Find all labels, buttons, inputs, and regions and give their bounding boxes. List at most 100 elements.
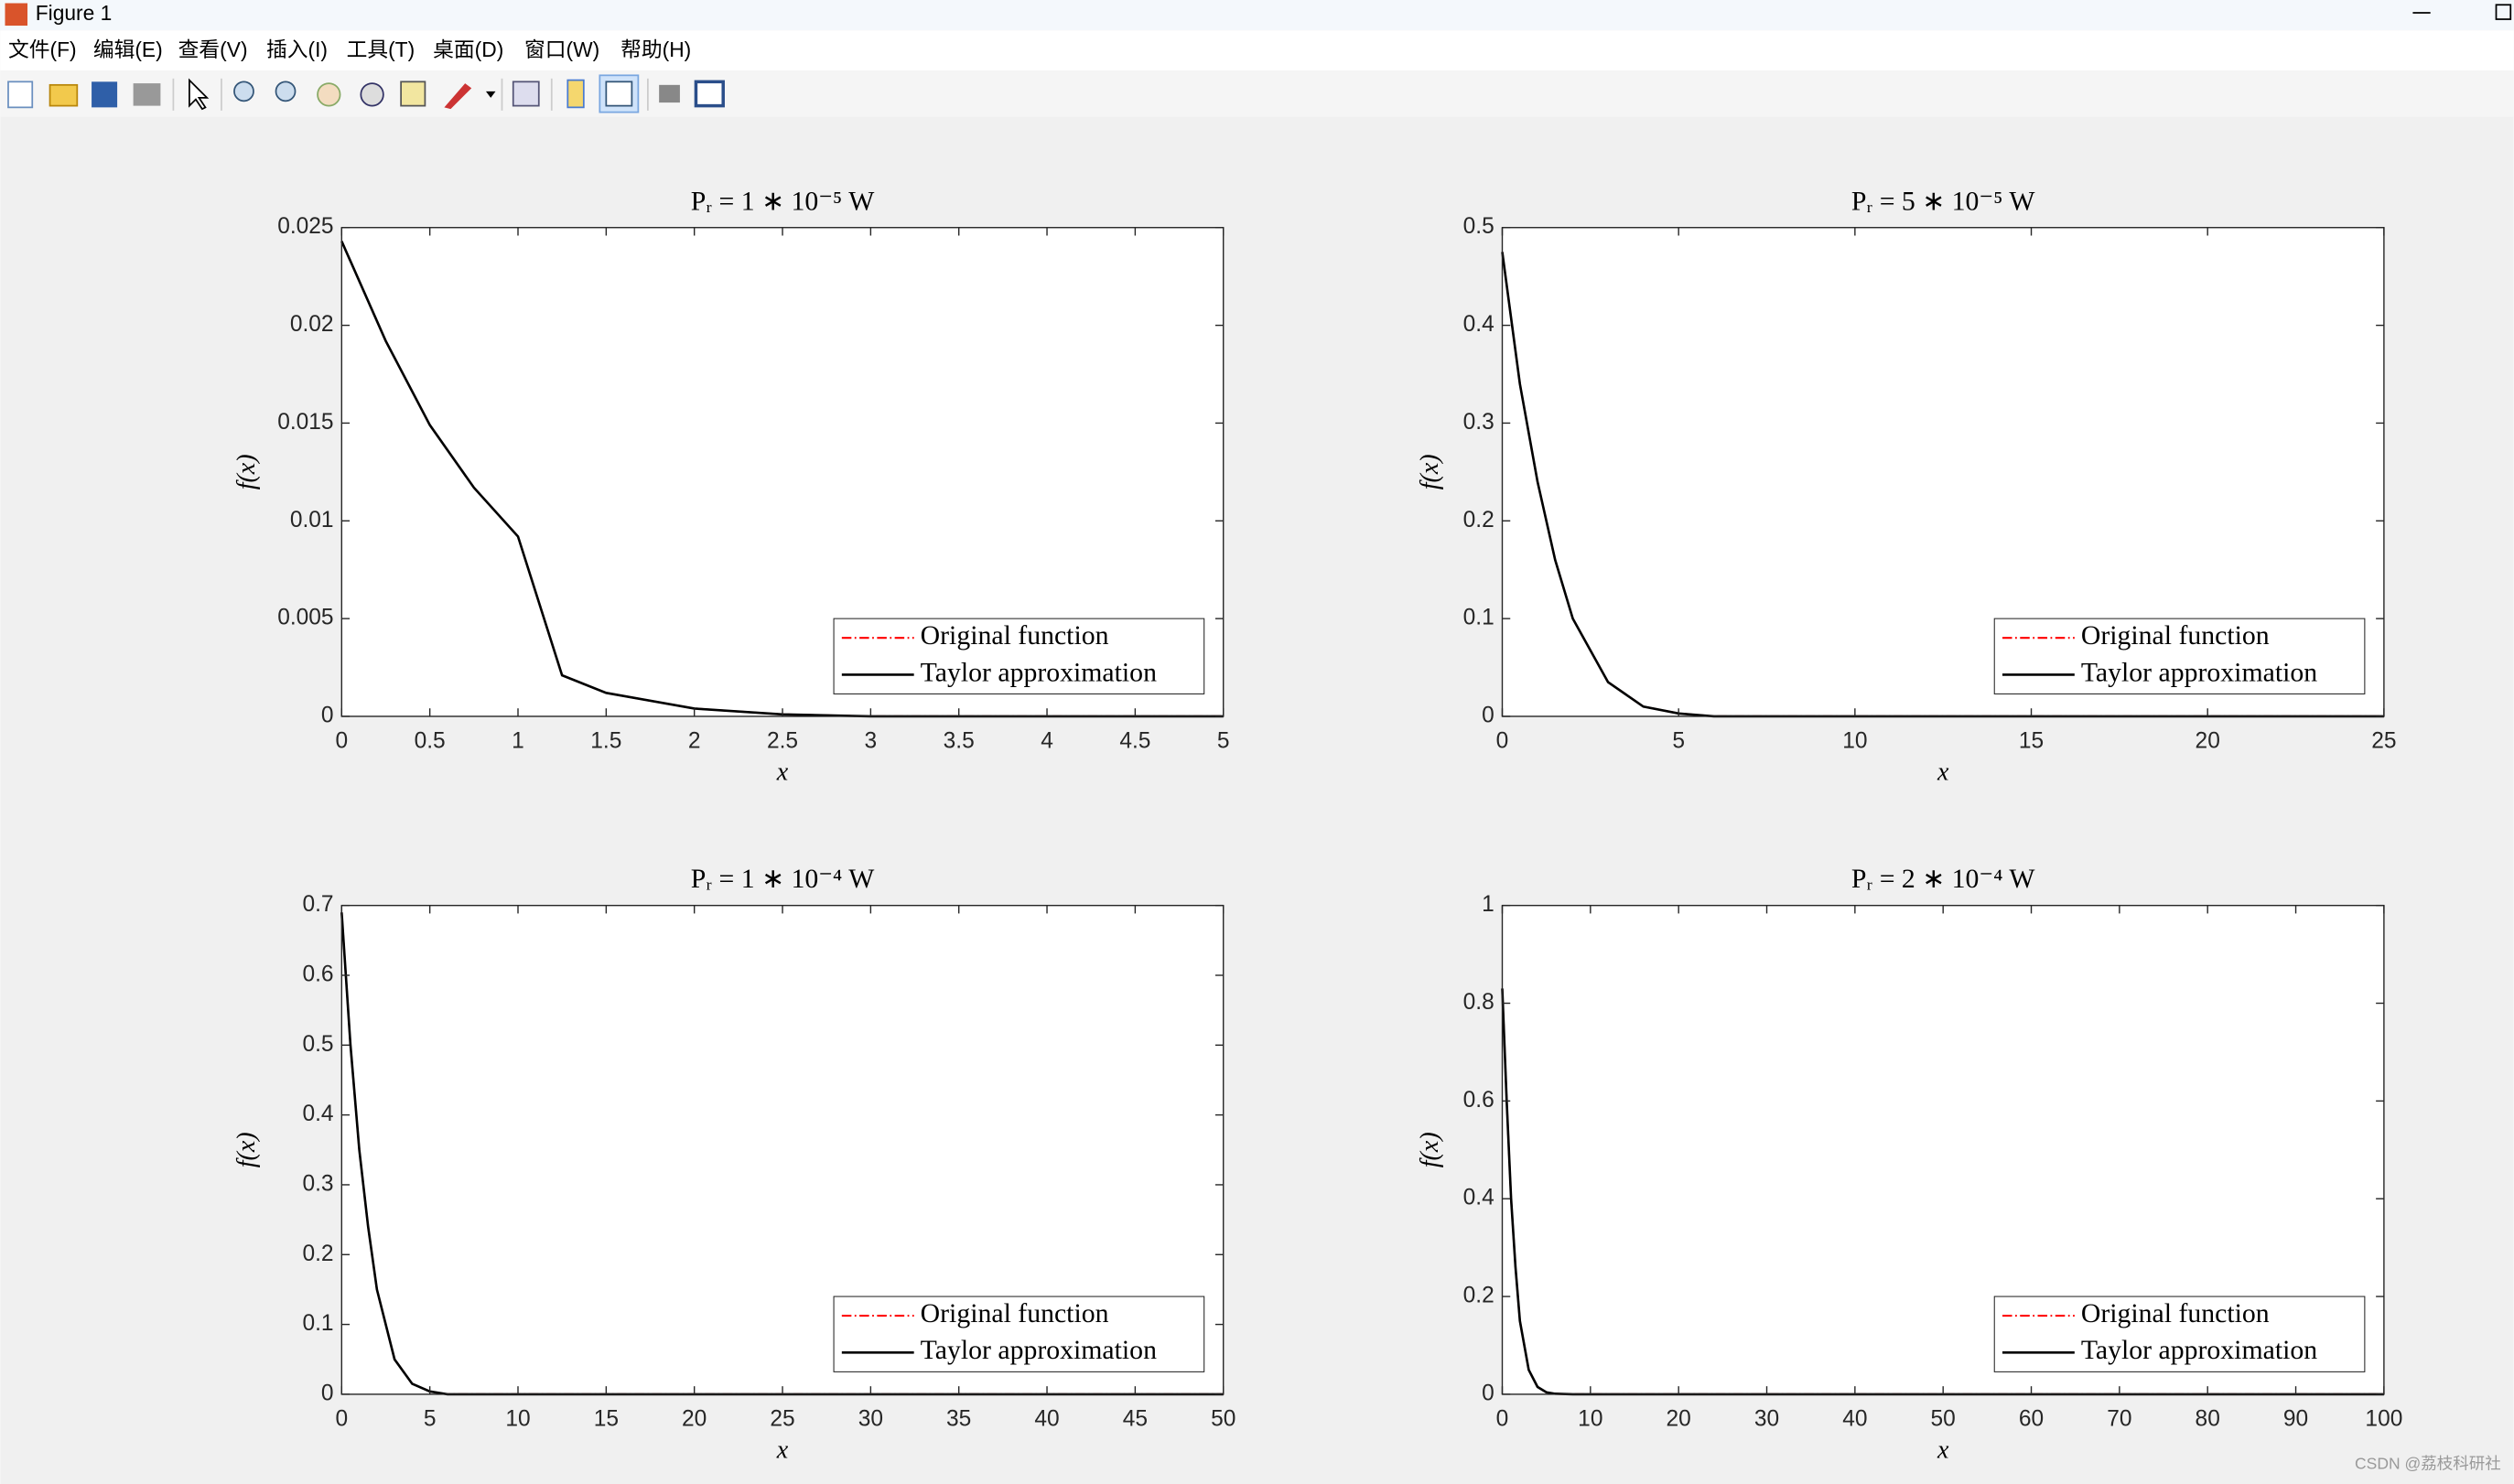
menu-item[interactable]: 插入(I) <box>266 38 328 61</box>
x-tick-label: 15 <box>2019 728 2044 753</box>
rotate-icon[interactable] <box>360 82 384 107</box>
x-tick-label: 40 <box>1842 1406 1867 1431</box>
x-tick-label: 20 <box>682 1406 707 1431</box>
y-tick-label: 0.2 <box>1463 1284 1494 1308</box>
toolbar-icons <box>7 74 725 113</box>
x-tick-label: 0 <box>336 728 349 753</box>
window-title: Figure 1 <box>36 1 113 25</box>
brush-icon[interactable] <box>444 83 472 110</box>
pan-icon[interactable] <box>317 82 341 107</box>
colorbar-icon[interactable] <box>566 79 585 109</box>
x-tick-label: 45 <box>1123 1406 1148 1431</box>
save-icon[interactable] <box>92 81 118 108</box>
x-tick-label: 2 <box>688 728 701 753</box>
y-tick-label: 0.4 <box>1463 1186 1494 1210</box>
legend-label: Taylor approximation <box>921 1335 1157 1365</box>
y-tick-label: 0.3 <box>302 1171 333 1196</box>
menu-item[interactable]: 文件(F) <box>8 38 77 61</box>
subplot: 0 10 20 30 40 50 60 70 80 90 100 0 0.2 0.4 0.6 0.8 1 Pᵣ =… <box>1416 864 2402 1464</box>
y-tick-label: 0.2 <box>1463 508 1494 532</box>
y-tick-label: 0.1 <box>1463 606 1494 630</box>
y-tick-label: 0.01 <box>290 508 334 532</box>
link-icon[interactable] <box>512 81 540 107</box>
chart-title: Pᵣ = 2 ∗ 10⁻⁴ W <box>1851 864 2036 894</box>
chart-title: Pᵣ = 5 ∗ 10⁻⁵ W <box>1851 186 2036 216</box>
legend-label: Original function <box>921 620 1109 651</box>
y-tick-label: 0.6 <box>302 962 333 986</box>
y-tick-label: 0.02 <box>290 312 334 337</box>
zoom-in-icon[interactable] <box>233 81 254 102</box>
y-tick-label: 0.015 <box>277 410 333 435</box>
legend-box <box>1993 618 2366 694</box>
x-tick-label: 15 <box>594 1406 619 1431</box>
maximize-button[interactable] <box>2495 4 2512 20</box>
x-tick-label: 3.5 <box>944 728 975 753</box>
legend-label: Taylor approximation <box>2081 1335 2317 1365</box>
axes-box <box>1501 227 2385 717</box>
open-icon[interactable] <box>49 83 79 107</box>
y-tick-label: 0 <box>321 703 334 727</box>
menu-item[interactable]: 查看(V) <box>178 38 248 61</box>
x-tick-label: 5 <box>1672 728 1685 753</box>
y-tick-label: 0.6 <box>1463 1088 1494 1113</box>
y-tick-label: 0.2 <box>302 1242 333 1266</box>
y-tick-label: 0.5 <box>1463 214 1494 239</box>
brush-dropdown[interactable] <box>485 91 496 98</box>
data-cursor-icon[interactable] <box>400 81 426 107</box>
x-tick-label: 10 <box>505 1406 530 1431</box>
legend-label: Original function <box>921 1298 1109 1328</box>
x-tick-label: 5 <box>424 1406 437 1431</box>
chart-title: Pᵣ = 1 ∗ 10⁻⁵ W <box>691 186 876 216</box>
x-tick-label: 0 <box>1496 728 1509 753</box>
menu-item[interactable]: 桌面(D) <box>433 38 503 61</box>
menu-item[interactable]: 窗口(W) <box>524 38 599 61</box>
menu-item[interactable]: 编辑(E) <box>93 38 163 61</box>
watermark: CSDN @荔枝科研社 <box>2355 1455 2501 1473</box>
x-axis-label: x <box>776 758 789 786</box>
y-axis-label: f(x) <box>232 454 261 489</box>
legend-label: Taylor approximation <box>921 657 1157 687</box>
x-tick-label: 25 <box>770 1406 794 1431</box>
legend-box <box>1993 1296 2366 1372</box>
x-axis-label: x <box>776 1436 789 1464</box>
new-icon[interactable] <box>7 81 34 109</box>
y-tick-label: 0 <box>1482 703 1494 727</box>
x-tick-label: 10 <box>1842 728 1867 753</box>
x-tick-label: 10 <box>1578 1406 1602 1431</box>
x-tick-label: 4 <box>1041 728 1053 753</box>
y-tick-label: 0 <box>1482 1381 1494 1405</box>
x-axis-label: x <box>1937 758 1949 786</box>
x-tick-label: 4.5 <box>1119 728 1150 753</box>
menu-item[interactable]: 帮助(H) <box>620 38 691 61</box>
y-tick-label: 1 <box>1482 892 1494 917</box>
hide-tools-icon[interactable] <box>659 84 680 103</box>
y-tick-label: 0.005 <box>277 606 333 630</box>
menu: 文件(F) 编辑(E) 查看(V) 插入(I) 工具(T) 桌面(D) 窗口(W) 帮助(H) <box>8 38 691 61</box>
legend-box <box>833 1296 1205 1372</box>
x-tick-label: 60 <box>2019 1406 2044 1431</box>
y-tick-label: 0.025 <box>277 214 333 239</box>
subplot: 0 5 10 15 20 25 0 0.1 0.2 0.3 0.4 0.5 Pᵣ = 5 ∗ 10⁻⁵ … <box>1416 186 2397 786</box>
x-tick-label: 25 <box>2371 728 2396 753</box>
legend-label: Original function <box>2081 1298 2270 1328</box>
x-tick-label: 70 <box>2107 1406 2131 1431</box>
data-line <box>1501 252 2384 718</box>
menu-item[interactable]: 工具(T) <box>347 38 415 61</box>
x-tick-label: 0.5 <box>415 728 446 753</box>
y-axis-label: f(x) <box>1416 454 1444 489</box>
y-tick-label: 0.1 <box>302 1311 333 1336</box>
zoom-out-icon[interactable] <box>275 81 297 102</box>
x-tick-label: 2.5 <box>767 728 798 753</box>
print-icon[interactable] <box>133 83 161 106</box>
y-tick-label: 0.4 <box>302 1102 333 1126</box>
y-tick-label: 0.8 <box>1463 990 1494 1015</box>
y-axis-label: f(x) <box>232 1132 261 1167</box>
y-tick-label: 0.3 <box>1463 410 1494 435</box>
x-tick-label: 20 <box>2196 728 2220 753</box>
dock-icon[interactable] <box>694 80 725 108</box>
x-tick-label: 50 <box>1211 1406 1235 1431</box>
pointer-icon[interactable] <box>189 78 210 111</box>
legend-icon[interactable] <box>605 81 633 107</box>
y-axis-label: f(x) <box>1416 1132 1444 1167</box>
